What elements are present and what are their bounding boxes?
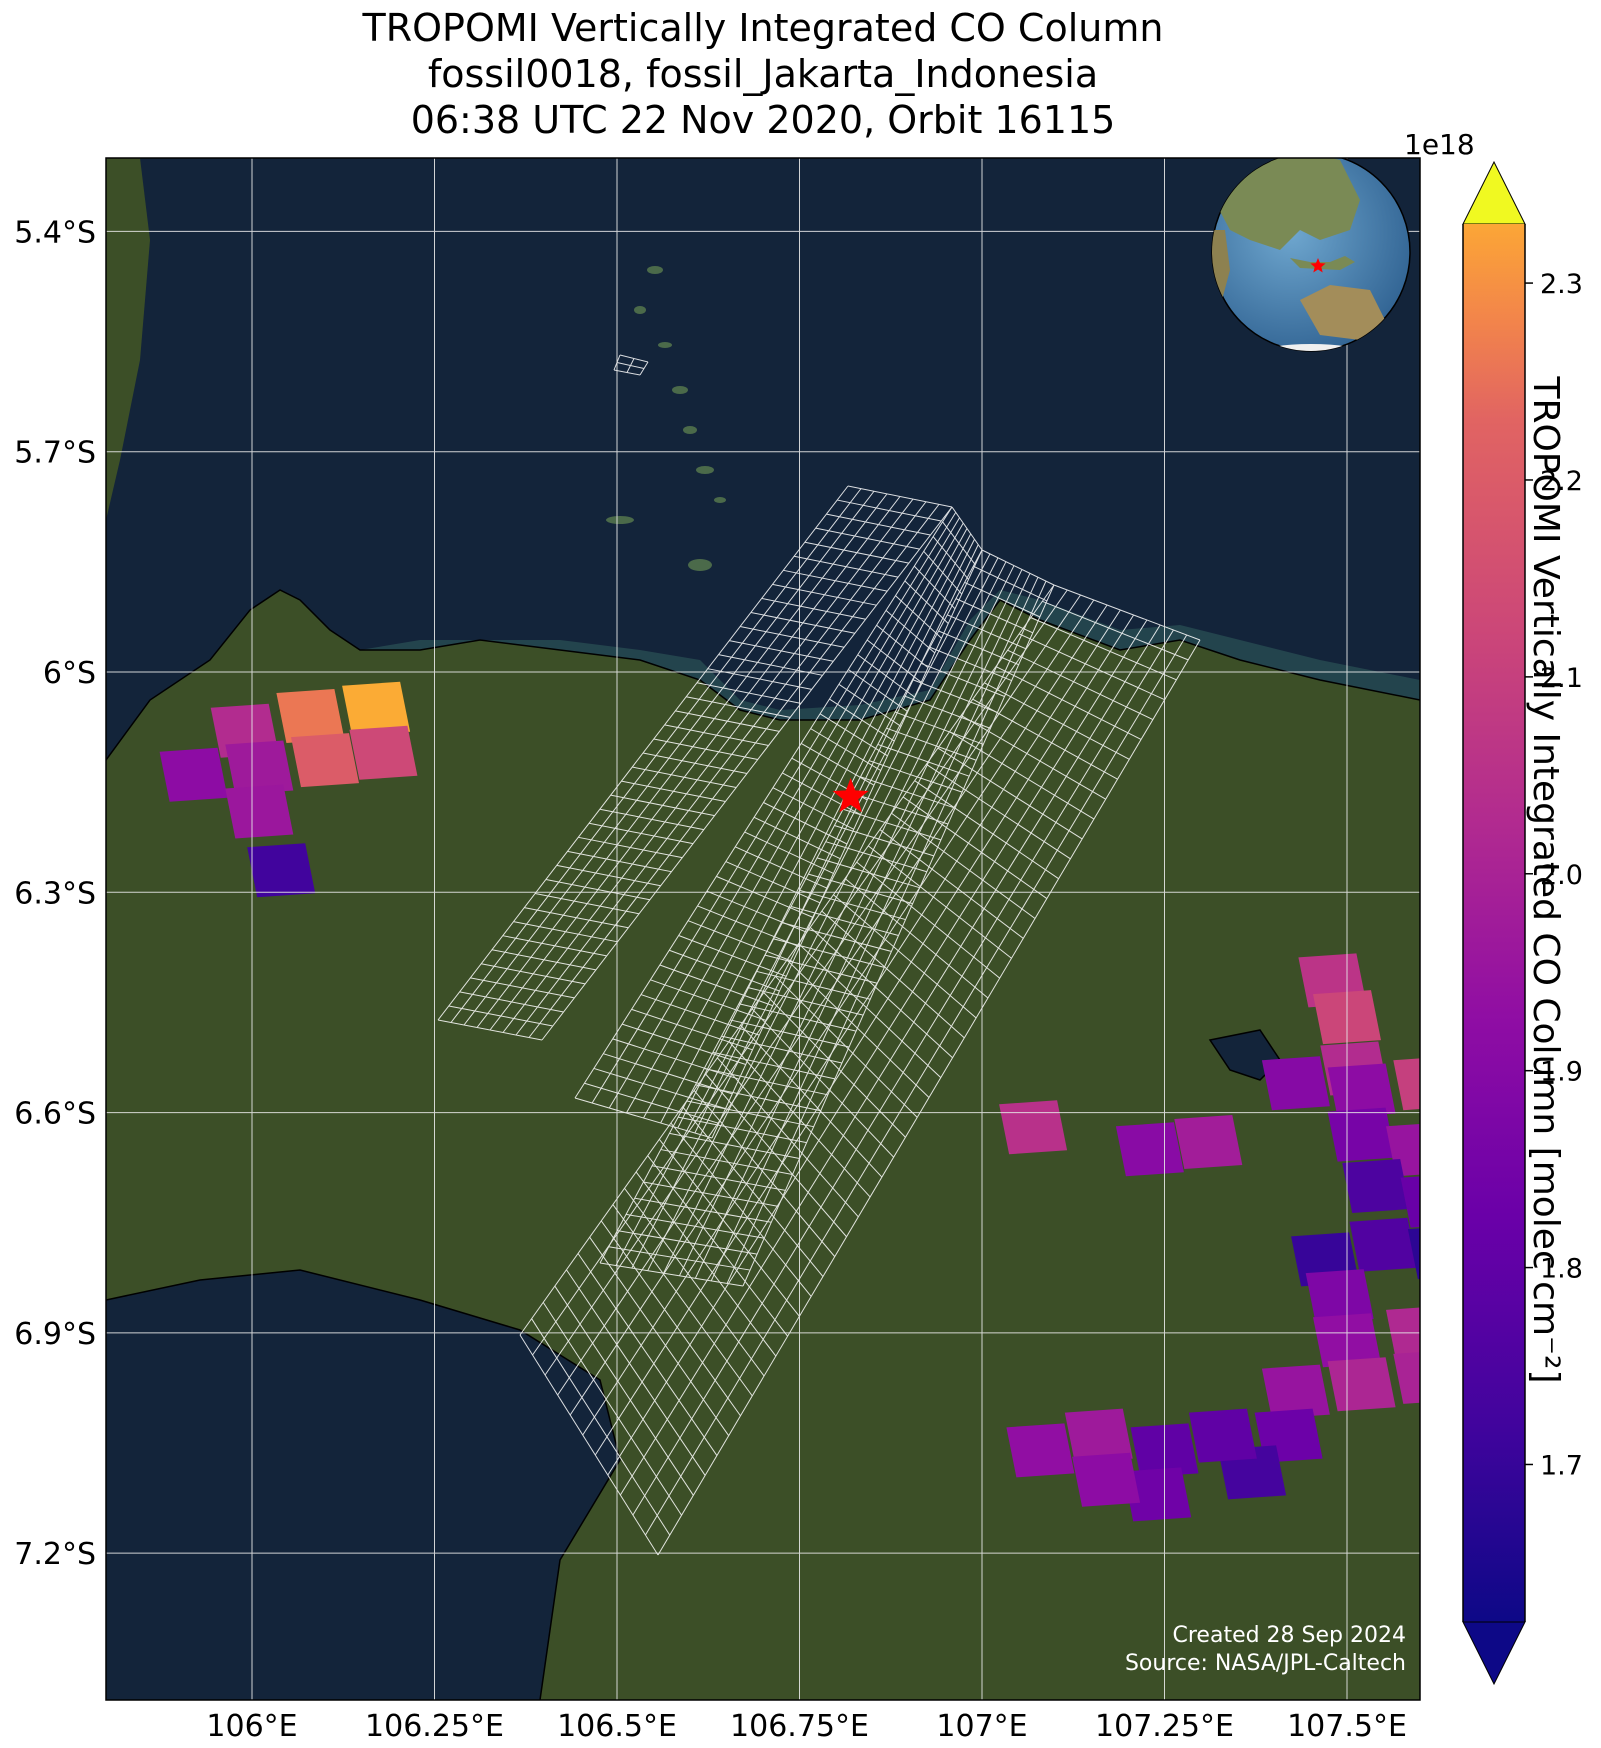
co-pixel <box>1342 1159 1411 1213</box>
coastline <box>106 589 1420 761</box>
lat-tick-label: 5.7°S <box>14 436 96 471</box>
lon-tick-label: 107.25°E <box>1095 1709 1234 1744</box>
co-pixel <box>225 784 294 839</box>
colorbar-bottom-extension <box>1462 1621 1526 1686</box>
target-star-icon <box>832 777 869 813</box>
colorbar-outline <box>1462 224 1526 1622</box>
longitude-labels: 106°E 106.25°E 106.5°E 106.75°E 107°E 107.25°… <box>206 1709 1407 1744</box>
co-pixel <box>1400 1176 1420 1228</box>
co-pixel <box>291 733 359 788</box>
co-pixel <box>1174 1114 1243 1169</box>
co-pixels <box>159 681 1420 1522</box>
lon-tick-label: 106.75°E <box>730 1709 869 1744</box>
co-pixel <box>225 740 294 795</box>
sumatra-landmass <box>106 158 150 520</box>
co-pixel <box>1115 1122 1184 1177</box>
co-pixel <box>1393 1058 1420 1111</box>
co-pixel <box>1072 1452 1141 1507</box>
lat-tick-label: 5.4°S <box>14 215 96 250</box>
co-pixel <box>1064 1408 1133 1463</box>
chart-subtitle-time: 06:38 UTC 22 Nov 2020, Orbit 16115 <box>410 98 1116 142</box>
globe-asia <box>1214 158 1360 250</box>
co-pixel <box>1327 1107 1396 1162</box>
globe-indonesia <box>1290 256 1355 270</box>
chart-title: TROPOMI Vertically Integrated CO Column <box>362 6 1164 50</box>
co-pixel <box>342 681 411 736</box>
lon-tick-label: 107.5°E <box>1287 1709 1407 1744</box>
colorbar-tick-label: 2.2 <box>1540 466 1583 497</box>
chart-subtitle-target: fossil0018, fossil_Jakarta_Indonesia <box>427 52 1099 96</box>
credit-created: Created 28 Sep 2024 <box>1173 1623 1407 1648</box>
credit-source: Source: NASA/JPL-Caltech <box>1125 1651 1406 1676</box>
lat-tick-label: 6.6°S <box>14 1097 96 1132</box>
south-coastline <box>106 1269 621 1700</box>
colorbar-tick-label: 2.0 <box>1540 860 1583 891</box>
colorbar-body <box>1463 224 1525 1622</box>
lon-tick-label: 107°E <box>936 1709 1027 1744</box>
co-pixel <box>247 843 316 898</box>
colorbar-ticks: 1.7 1.8 1.9 2.0 2.1 2.2 2.3 <box>1525 269 1583 1481</box>
lon-tick-label: 106.5°E <box>557 1709 677 1744</box>
lon-tick-label: 106.25°E <box>365 1709 504 1744</box>
lat-tick-label: 6.9°S <box>14 1317 96 1352</box>
co-pixel <box>1393 1352 1420 1404</box>
colorbar-tick-label: 2.3 <box>1540 269 1583 300</box>
gridlines <box>106 158 1420 1700</box>
co-pixel <box>1261 1364 1330 1419</box>
colorbar-tick-label: 2.1 <box>1540 663 1583 694</box>
co-pixel <box>1123 1467 1192 1522</box>
map-frame <box>105 157 1421 1701</box>
lat-tick-label: 6°S <box>43 656 96 691</box>
footprint-swath-1 <box>437 485 953 1041</box>
colorbar-tick-label: 1.7 <box>1540 1450 1583 1481</box>
colorbar-multiplier: 1e18 <box>1404 128 1475 161</box>
latitude-labels: 5.4°S 5.7°S 6°S 6.3°S 6.6°S 6.9°S 7.2°S <box>14 215 96 1572</box>
satellite-footprints <box>437 354 1201 1556</box>
colorbar-label: TROPOMI Vertically Integrated CO Column … <box>1525 376 1566 1384</box>
co-pixel <box>999 1100 1068 1155</box>
globe-target-star-icon <box>1310 258 1326 273</box>
colorbar-top-extension <box>1462 160 1526 225</box>
co-pixel <box>349 725 418 780</box>
co-pixel <box>1407 1228 1420 1280</box>
lat-tick-label: 7.2°S <box>14 1537 96 1572</box>
lon-tick-label: 106°E <box>206 1709 297 1744</box>
co-pixel <box>1261 1056 1330 1111</box>
co-pixel <box>1188 1408 1257 1463</box>
footprint-swath-4 <box>519 584 1201 1556</box>
co-pixel <box>1349 1217 1418 1272</box>
globe-australia <box>1300 285 1385 340</box>
colorbar-tick-label: 1.8 <box>1540 1254 1583 1285</box>
co-pixel <box>1305 1269 1374 1324</box>
co-pixel <box>276 689 345 744</box>
co-pixel <box>1327 1063 1396 1118</box>
co-pixel <box>159 747 228 802</box>
colorbar: 1.7 1.8 1.9 2.0 2.1 2.2 2.3 <box>1462 160 1583 1686</box>
footprint-small <box>613 354 649 376</box>
basemap: Created 28 Sep 2024 Source: NASA/JPL-Cal… <box>106 158 1420 1700</box>
co-pixel <box>1327 1357 1396 1412</box>
globe-inset <box>1211 158 1411 352</box>
co-pixel <box>1386 1307 1420 1360</box>
footprint-swath-2 <box>574 506 983 1139</box>
thousand-islands <box>606 266 726 571</box>
colorbar-tick-label: 1.9 <box>1540 1057 1583 1088</box>
lat-tick-label: 6.3°S <box>14 876 96 911</box>
co-pixel <box>1006 1423 1075 1478</box>
